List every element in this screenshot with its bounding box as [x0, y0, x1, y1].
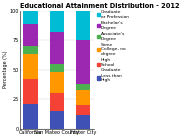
Bar — [76, 10, 90, 40]
Bar — [23, 79, 38, 104]
Bar — [76, 84, 90, 90]
Bar — [49, 72, 64, 93]
Legend: Graduate
or Profession, Bachelor's
Degree, Associate's
Degree, Some
College, no
: Graduate or Profession, Bachelor's Degre… — [97, 10, 129, 82]
Bar — [49, 64, 64, 72]
Bar — [49, 111, 64, 129]
Bar — [23, 54, 38, 79]
Bar — [49, 10, 64, 32]
Y-axis label: Percentage (%): Percentage (%) — [3, 51, 8, 88]
Bar — [76, 115, 90, 129]
Text: Educational Attainment Distribution - 2012: Educational Attainment Distribution - 20… — [20, 3, 180, 9]
Bar — [49, 32, 64, 64]
Bar — [23, 10, 38, 24]
Bar — [76, 90, 90, 105]
Bar — [76, 40, 90, 84]
Bar — [23, 46, 38, 54]
Bar — [23, 24, 38, 46]
Bar — [76, 105, 90, 115]
Bar — [23, 104, 38, 129]
Bar — [49, 93, 64, 111]
